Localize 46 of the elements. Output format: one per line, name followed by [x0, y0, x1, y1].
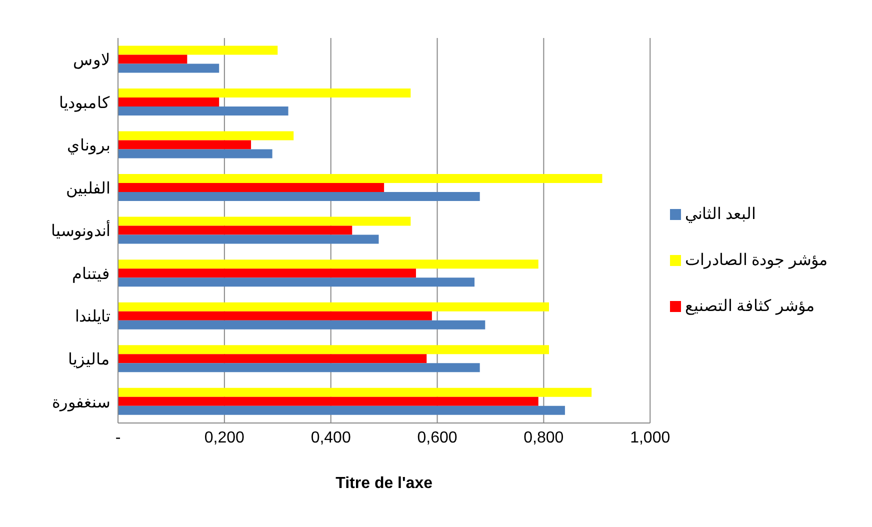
bar [118, 192, 480, 202]
bar [118, 320, 486, 330]
bar [118, 396, 538, 406]
bar [118, 131, 294, 140]
y-tick-label: ماليزيا [68, 352, 110, 369]
bar [118, 268, 416, 278]
x-tick-label: - [115, 429, 121, 446]
bar [118, 88, 411, 98]
y-tick-label: الفلبين [66, 180, 110, 198]
bar [118, 302, 550, 312]
x-tick-label: 0,400 [310, 429, 351, 446]
bar [118, 106, 288, 116]
bar [118, 46, 278, 55]
bar [118, 406, 565, 415]
bar [118, 64, 220, 73]
legend-label: مؤشر جودة الصادرات [685, 252, 828, 268]
legend-label: البعد الثاني [685, 206, 756, 222]
y-tick-label: لاوس [73, 52, 110, 70]
x-tick-label: 0,600 [417, 429, 458, 446]
y-tick-label: أندونوسيا [51, 220, 110, 240]
y-tick-label: تايلندا [75, 308, 110, 326]
x-tick-label: 0,200 [204, 429, 245, 446]
bar [118, 260, 538, 269]
y-tick-label: بروناي [67, 138, 110, 155]
bar [118, 234, 379, 244]
bar [118, 174, 602, 184]
bar [118, 97, 220, 106]
x-tick-label: 1,000 [630, 429, 670, 446]
bar [118, 149, 272, 158]
y-tick-label: كامبوديا [59, 94, 110, 112]
bar [118, 226, 352, 235]
bar [118, 216, 411, 226]
y-tick-label: فيتنام [72, 266, 110, 283]
bar [118, 183, 384, 192]
bar [118, 363, 480, 372]
x-axis-title: Titre de l'axe [336, 475, 433, 492]
x-tick-label: 0,800 [524, 429, 564, 446]
bar [118, 311, 432, 320]
bar [118, 54, 188, 64]
bar [118, 388, 592, 397]
bar [118, 354, 427, 364]
bar [118, 345, 550, 354]
bar [118, 278, 475, 287]
y-tick-label: سنغفورة [52, 394, 110, 412]
legend-label: مؤشر كثافة التصنيع [685, 298, 815, 314]
bar [118, 140, 252, 150]
